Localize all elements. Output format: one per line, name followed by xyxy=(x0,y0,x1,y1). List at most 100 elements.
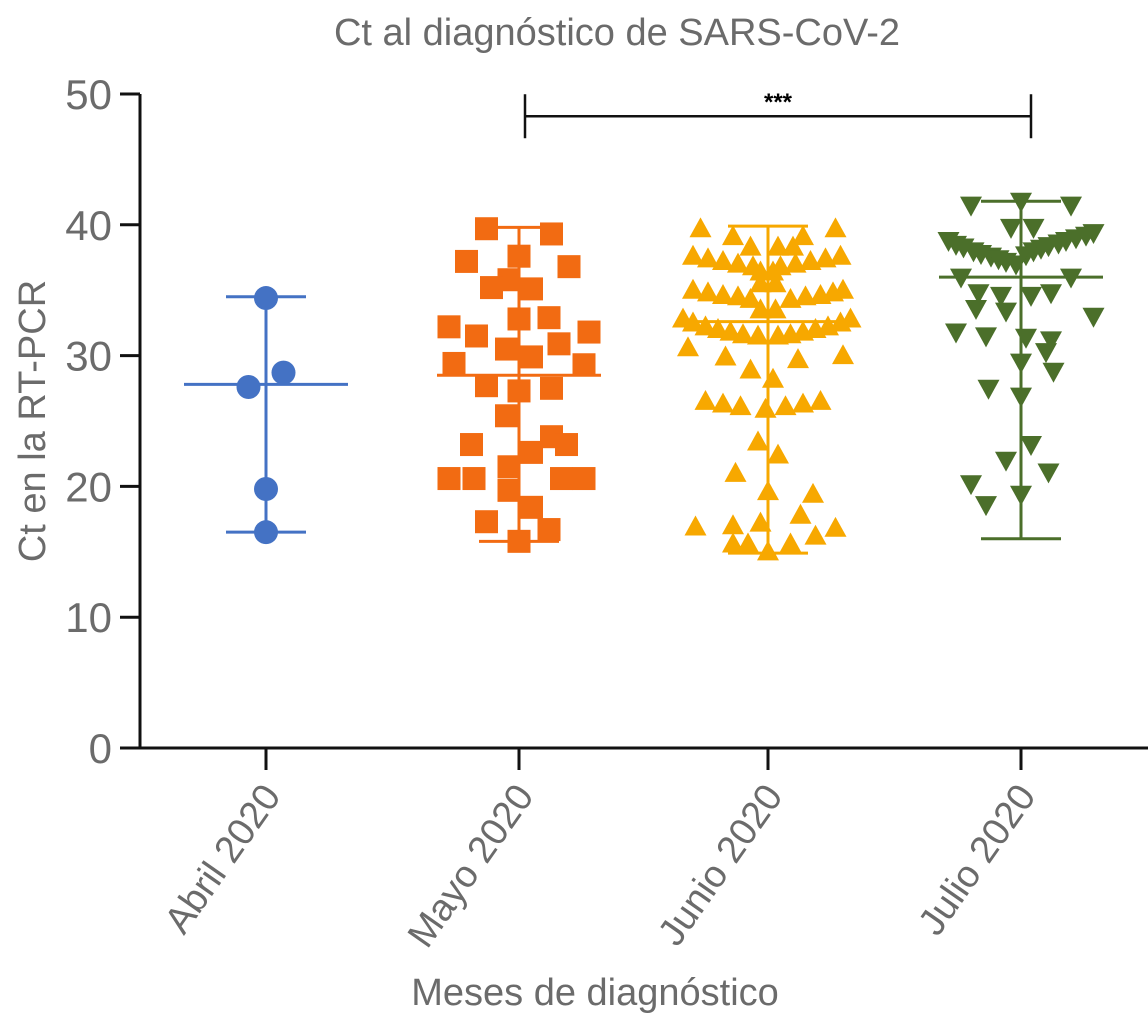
data-point xyxy=(1015,328,1037,349)
data-point xyxy=(832,278,854,299)
data-point xyxy=(507,244,531,268)
y-tick-label: 50 xyxy=(65,71,112,118)
data-point xyxy=(967,284,990,305)
data-point xyxy=(254,477,278,502)
data-point xyxy=(520,277,543,301)
data-point xyxy=(737,532,759,553)
data-point xyxy=(537,518,561,542)
data-point xyxy=(1010,387,1032,408)
data-point xyxy=(719,320,742,341)
data-point xyxy=(712,250,734,270)
data-point xyxy=(762,367,784,388)
data-point xyxy=(757,540,779,561)
data-point xyxy=(960,196,982,217)
data-point xyxy=(507,307,531,331)
y-tick-label: 0 xyxy=(89,725,112,772)
data-point xyxy=(694,315,717,336)
data-point xyxy=(697,247,719,268)
data-point xyxy=(1005,255,1027,276)
data-point xyxy=(792,225,814,246)
data-point xyxy=(1060,268,1082,289)
data-point xyxy=(779,532,802,553)
data-point xyxy=(497,478,521,502)
y-tick-label: 20 xyxy=(65,463,112,510)
data-point xyxy=(749,298,772,319)
data-point xyxy=(557,255,581,279)
data-point xyxy=(804,524,827,545)
data-point xyxy=(767,443,789,464)
data-point xyxy=(540,222,563,246)
data-point xyxy=(694,389,717,410)
data-point xyxy=(722,514,744,535)
data-point xyxy=(990,286,1012,307)
data-point xyxy=(727,252,749,273)
data-point xyxy=(1060,196,1082,217)
data-point xyxy=(1000,218,1022,239)
significance-label: *** xyxy=(764,89,793,116)
data-point xyxy=(520,495,543,519)
data-point xyxy=(507,379,531,403)
data-point xyxy=(960,475,982,496)
y-axis-label: Ct en la RT-PCR xyxy=(12,280,54,562)
data-point xyxy=(965,299,987,320)
data-point xyxy=(977,379,1000,400)
data-point xyxy=(809,389,832,410)
data-point xyxy=(764,272,787,293)
data-point xyxy=(475,374,498,398)
y-tick-label: 40 xyxy=(65,202,112,249)
data-point xyxy=(1010,353,1032,374)
data-point xyxy=(497,268,521,292)
data-point xyxy=(787,348,809,369)
data-point xyxy=(1040,331,1062,352)
data-point xyxy=(495,337,518,361)
data-point xyxy=(540,376,563,400)
data-point xyxy=(712,284,734,304)
data-point xyxy=(1010,192,1032,213)
data-point xyxy=(995,302,1017,323)
data-point xyxy=(749,272,772,293)
data-point xyxy=(1010,485,1032,506)
data-point xyxy=(824,516,847,537)
data-point xyxy=(682,278,704,299)
data-point xyxy=(945,323,967,344)
data-point xyxy=(1020,286,1042,307)
data-point xyxy=(975,327,997,348)
data-point xyxy=(677,336,699,357)
data-point xyxy=(1022,218,1045,239)
data-point xyxy=(507,529,531,553)
data-point xyxy=(1020,435,1042,456)
data-point xyxy=(754,397,777,418)
data-point xyxy=(739,235,762,256)
data-point xyxy=(714,345,737,366)
data-point xyxy=(480,276,503,300)
data-point xyxy=(455,249,478,273)
data-point xyxy=(684,515,707,536)
data-point xyxy=(520,440,543,464)
data-point xyxy=(767,235,789,256)
data-point xyxy=(802,482,824,503)
x-axis-label: Meses de diagnóstico xyxy=(411,972,779,1014)
data-point xyxy=(712,392,734,413)
data-point xyxy=(782,235,804,256)
data-point xyxy=(739,287,762,308)
x-tick-label: Julio 2020 xyxy=(911,777,1045,943)
data-point xyxy=(547,332,571,356)
data-point xyxy=(707,318,729,338)
data-point xyxy=(460,433,483,457)
data-point xyxy=(437,315,461,339)
data-point xyxy=(577,320,601,344)
data-point xyxy=(832,344,854,365)
data-point xyxy=(995,451,1017,472)
x-tick-label: Mayo 2020 xyxy=(400,777,542,955)
data-point xyxy=(1035,343,1057,364)
chart-title: Ct al diagnóstico de SARS-CoV-2 xyxy=(334,12,900,54)
data-point xyxy=(724,461,747,482)
x-tick-label: Abril 2020 xyxy=(157,777,290,941)
data-point xyxy=(697,281,719,302)
data-point xyxy=(975,496,997,517)
data-point xyxy=(747,430,769,451)
data-point xyxy=(950,268,972,289)
data-point xyxy=(839,307,862,328)
data-point xyxy=(789,503,812,524)
data-point xyxy=(475,510,498,534)
